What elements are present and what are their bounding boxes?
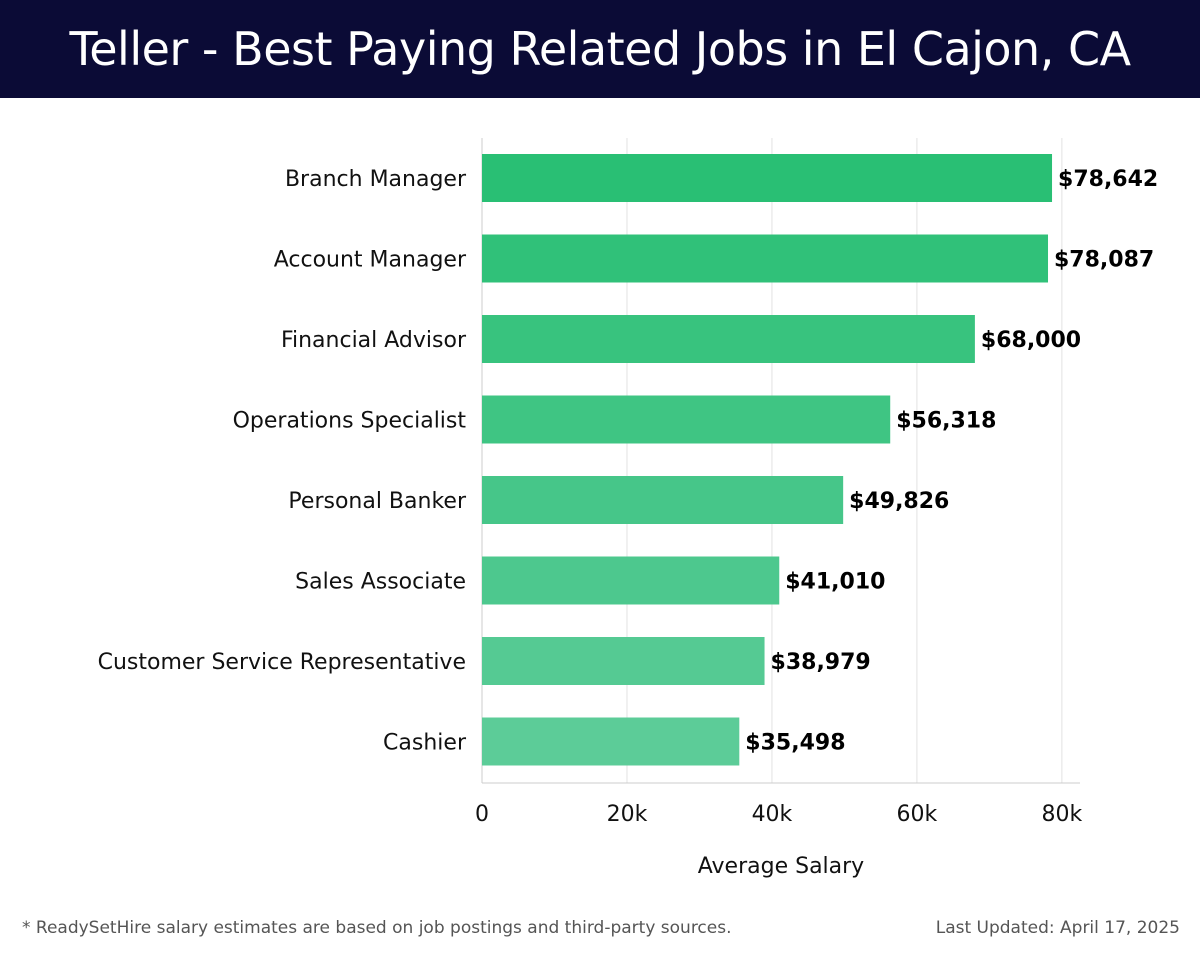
bar [482, 637, 765, 685]
category-label: Customer Service Representative [98, 650, 466, 675]
data-label: $38,979 [771, 650, 871, 675]
x-tick-label: 80k [1042, 802, 1083, 827]
category-label: Account Manager [274, 248, 467, 273]
chart-title: Teller - Best Paying Related Jobs in El … [69, 22, 1131, 76]
category-label: Financial Advisor [281, 328, 467, 353]
data-label: $78,087 [1054, 248, 1154, 273]
bar [482, 476, 844, 524]
footnote: * ReadySetHire salary estimates are base… [22, 918, 732, 938]
data-label: $41,010 [785, 570, 885, 595]
bar [482, 395, 891, 444]
x-axis-label: Average Salary [698, 854, 864, 879]
last-updated: Last Updated: April 17, 2025 [935, 918, 1180, 938]
category-label: Sales Associate [295, 570, 466, 595]
bar [482, 154, 1053, 202]
chart-header: Teller - Best Paying Related Jobs in El … [0, 0, 1200, 98]
category-label: Cashier [383, 731, 467, 756]
x-tick-label: 20k [607, 802, 648, 827]
bar [482, 717, 740, 766]
data-label: $49,826 [849, 489, 949, 514]
bar [482, 234, 1049, 283]
data-label: $56,318 [896, 409, 996, 434]
bar-chart: 0 20k 40k 60k 80k Branch Manager $78,642 Accoun… [98, 138, 1158, 879]
data-label: $68,000 [981, 328, 1081, 353]
bar [482, 556, 780, 605]
data-label: $35,498 [745, 731, 845, 756]
bar [482, 315, 975, 363]
category-label: Personal Banker [288, 489, 467, 514]
x-tick-label: 40k [752, 802, 793, 827]
category-label: Branch Manager [285, 167, 467, 192]
x-tick-label: 0 [475, 802, 489, 827]
data-label: $78,642 [1058, 167, 1158, 192]
category-label: Operations Specialist [233, 409, 467, 434]
x-tick-label: 60k [897, 802, 938, 827]
